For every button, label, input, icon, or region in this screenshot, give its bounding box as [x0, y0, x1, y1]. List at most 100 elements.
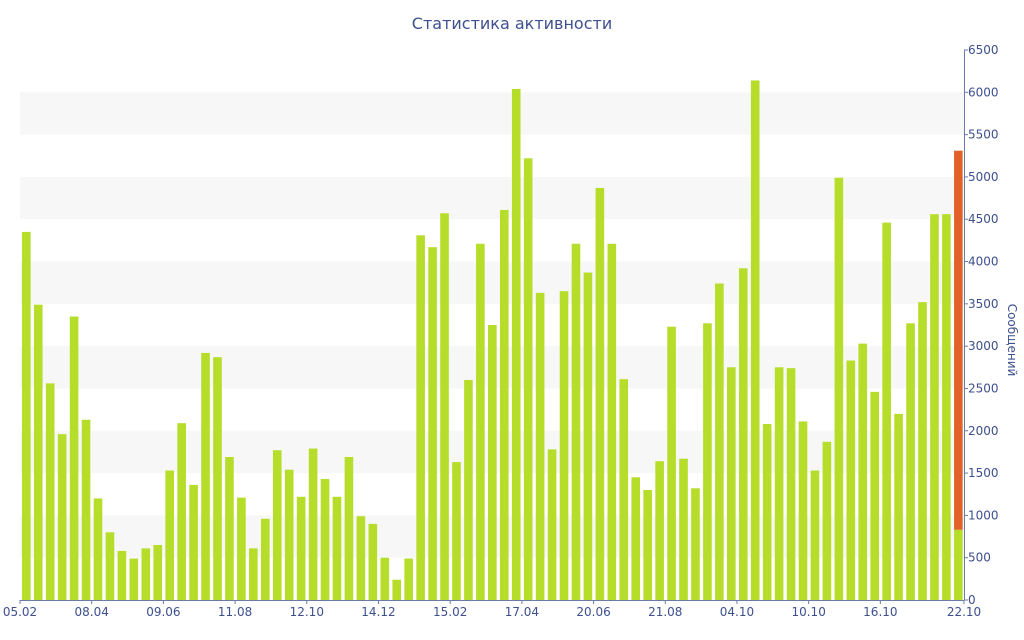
bar: [607, 243, 617, 600]
y-tick-label: 2500: [968, 381, 999, 395]
bar: [22, 231, 31, 600]
y-tick-label: 4000: [968, 255, 999, 269]
bar: [942, 214, 951, 600]
bar: [201, 352, 210, 600]
x-tick-label: 21.08: [648, 605, 682, 619]
bar: [798, 421, 808, 600]
bar: [69, 316, 79, 600]
grid-band: [20, 261, 964, 304]
x-tick-label: 16.10: [863, 605, 897, 619]
bar: [774, 367, 784, 600]
bar: [655, 461, 664, 600]
y-tick-label: 1500: [968, 466, 999, 480]
bar: [105, 532, 115, 600]
bar: [392, 579, 402, 600]
x-tick-label: 17.04: [505, 605, 539, 619]
x-tick-label: 14.12: [361, 605, 395, 619]
bar: [954, 529, 963, 600]
bar: [858, 343, 868, 600]
bar: [45, 383, 55, 600]
bar: [738, 268, 748, 600]
y-tick-label: 5000: [968, 170, 999, 184]
bar-highlight: [954, 150, 963, 530]
bar: [703, 323, 712, 600]
bar: [428, 247, 437, 600]
bar: [511, 88, 521, 600]
bar: [882, 222, 891, 600]
bar: [834, 177, 844, 600]
bar: [356, 516, 366, 600]
y-axis-label: Сообщений: [1005, 304, 1019, 377]
bar: [535, 292, 545, 600]
bar: [822, 441, 832, 600]
y-tick-label: 0: [968, 593, 976, 607]
bar: [237, 497, 246, 600]
bar: [380, 557, 390, 600]
x-tick-label: 20.06: [576, 605, 610, 619]
x-tick-label: 15.02: [433, 605, 467, 619]
bar: [141, 548, 151, 600]
bar: [368, 523, 378, 600]
bar: [547, 449, 557, 600]
bar: [559, 291, 569, 600]
grid-band: [20, 92, 964, 135]
bar: [906, 323, 915, 600]
bar: [260, 518, 270, 600]
y-tick-label: 500: [968, 551, 991, 565]
bar: [619, 379, 629, 600]
bar: [153, 545, 163, 600]
bar: [296, 496, 306, 600]
bar: [499, 209, 509, 600]
bar: [643, 490, 652, 600]
bar: [440, 213, 449, 601]
bar: [786, 368, 796, 600]
bar: [177, 423, 186, 600]
bar: [308, 448, 318, 600]
bar-marks: [22, 80, 963, 601]
x-tick-label: 05.02: [3, 605, 37, 619]
bar: [320, 479, 330, 600]
bar: [332, 496, 342, 600]
bar: [846, 360, 856, 600]
bar: [918, 302, 927, 600]
grid-bands: [20, 92, 964, 558]
bar: [476, 243, 485, 600]
bar: [117, 550, 127, 600]
axes: 0 500 1000 1500 2000 2500 3000 3500 4000 4500 5000…: [3, 43, 999, 619]
y-tick-label: 2000: [968, 424, 999, 438]
bar: [894, 413, 903, 600]
x-tick-label: 08.04: [75, 605, 109, 619]
bar: [213, 357, 222, 600]
bar: [595, 187, 605, 600]
y-tick-label: 3500: [968, 297, 999, 311]
bar: [452, 462, 461, 600]
bar: [272, 450, 282, 600]
bar: [691, 488, 700, 600]
bar: [225, 457, 234, 600]
bar: [344, 457, 354, 600]
bar: [667, 326, 676, 600]
bar: [488, 325, 497, 600]
bar: [571, 243, 581, 600]
y-tick-label: 3000: [968, 339, 999, 353]
bar: [33, 304, 43, 600]
bar: [81, 419, 91, 600]
bar: [870, 391, 880, 600]
chart-title: Статистика активности: [411, 14, 613, 33]
x-tick-label: 09.06: [146, 605, 180, 619]
y-tick-label: 5500: [968, 128, 999, 142]
bar: [284, 469, 294, 600]
bar: [523, 158, 533, 601]
bar: [679, 458, 688, 600]
bar: [631, 477, 641, 600]
bar: [93, 498, 103, 600]
y-tick-label: 6500: [968, 43, 999, 57]
x-tick-label: 10.10: [791, 605, 825, 619]
bar: [464, 380, 473, 600]
bar: [189, 484, 198, 600]
x-tick-label: 04.10: [720, 605, 754, 619]
bar: [930, 214, 939, 600]
y-tick-label: 6000: [968, 85, 999, 99]
